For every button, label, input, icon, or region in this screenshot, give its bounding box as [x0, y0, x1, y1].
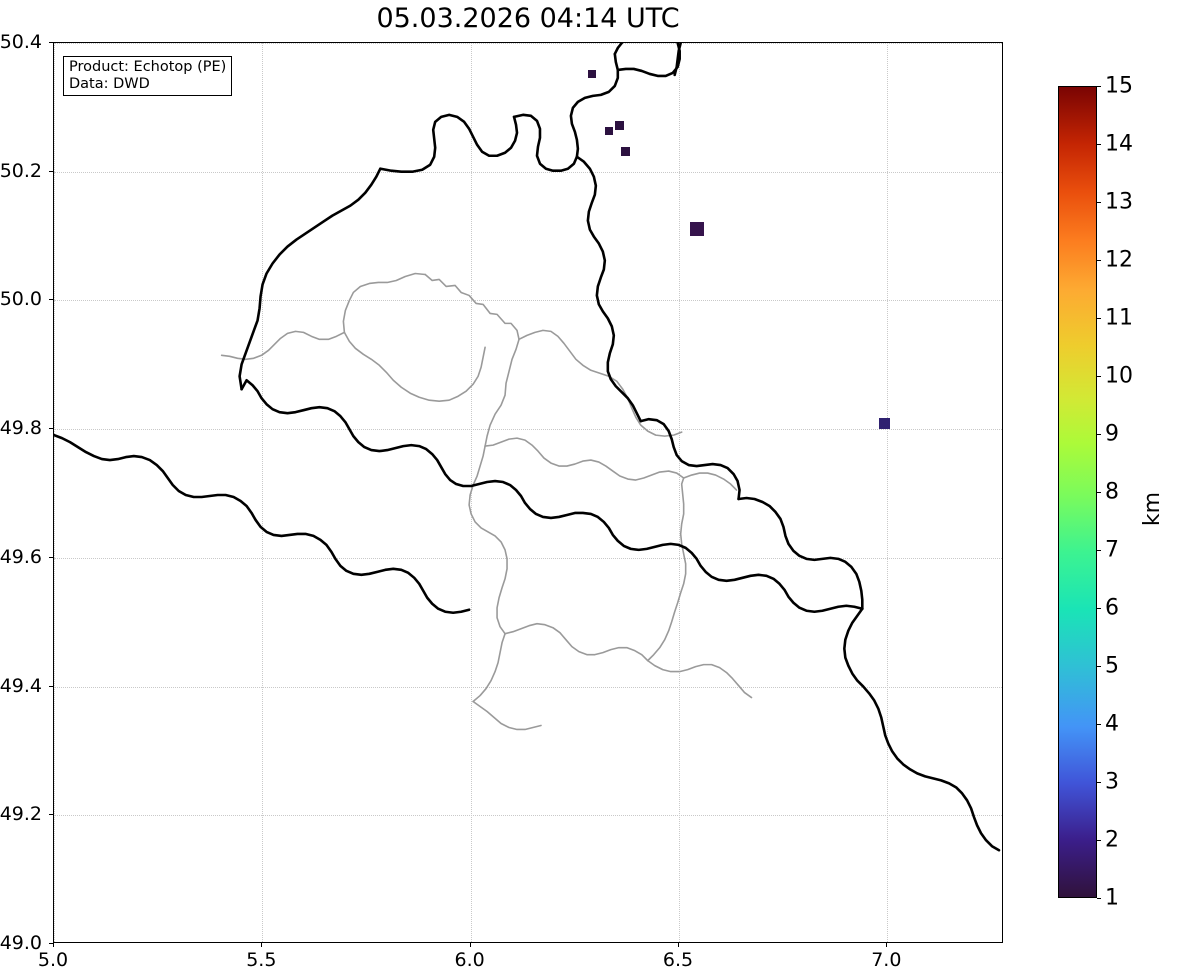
colorbar-tick-label: 7: [1105, 537, 1119, 563]
colorbar-tick: [1097, 318, 1101, 319]
colorbar-tick-label: 11: [1105, 305, 1133, 331]
y-axis-tick: [49, 428, 53, 430]
y-axis-tick-label: 50.2: [0, 159, 42, 182]
colorbar-tick-label: 5: [1105, 653, 1119, 679]
x-axis-tick-label: 5.0: [37, 949, 69, 971]
y-axis-tick-label: 49.2: [0, 803, 42, 826]
y-axis-tick-label: 49.0: [0, 932, 42, 954]
y-axis-tick: [49, 685, 53, 687]
y-axis-tick-label: 49.6: [0, 545, 42, 568]
echo-data-point: [621, 147, 631, 157]
colorbar-tick-label: 6: [1105, 595, 1119, 621]
x-axis-tick: [261, 943, 263, 947]
colorbar-gradient: [1058, 86, 1097, 898]
y-axis-tick: [49, 170, 53, 172]
regional-borders: [54, 43, 682, 615]
x-axis-tick-label: 6.0: [454, 949, 485, 971]
product-info-box: Product: Echotop (PE) Data: DWD: [63, 56, 233, 96]
y-axis-tick-label: 50.0: [0, 288, 42, 311]
x-axis-tick-label: 5.5: [246, 949, 277, 971]
echo-data-point: [588, 69, 597, 78]
district-boundaries: [220, 272, 753, 731]
map-plot-area[interactable]: Product: Echotop (PE) Data: DWD: [53, 42, 1003, 943]
colorbar-axis-label: km: [1140, 492, 1165, 527]
colorbar-tick: [1097, 840, 1101, 841]
colorbar-tick: [1097, 550, 1101, 551]
colorbar-tick: [1097, 144, 1101, 145]
y-axis-tick-label: 49.8: [0, 417, 42, 440]
colorbar-tick-label: 1: [1105, 885, 1119, 911]
colorbar-tick: [1097, 898, 1101, 899]
echo-data-point: [878, 418, 890, 430]
colorbar-tick: [1097, 724, 1101, 725]
colorbar[interactable]: 1 2 3 4 5 6 7 8 9 10 11 12 13 14 15: [1058, 74, 1133, 911]
colorbar-tick-label: 12: [1105, 247, 1133, 273]
y-axis-tick-label: 50.4: [0, 31, 42, 53]
x-axis-tick-label: 6.5: [662, 949, 694, 971]
colorbar-tick: [1097, 608, 1101, 609]
colorbar-tick-label: 13: [1105, 189, 1133, 215]
colorbar-tick-label: 8: [1105, 479, 1119, 505]
colorbar-tick-label: 3: [1105, 769, 1119, 795]
y-axis-tick: [49, 814, 53, 816]
x-axis-tick: [469, 943, 471, 947]
colorbar-tick: [1097, 260, 1101, 261]
y-axis-tick-label: 49.4: [0, 674, 42, 697]
y-axis-tick: [49, 42, 53, 43]
y-axis-tick: [49, 556, 53, 558]
colorbar-tick-label: 2: [1105, 827, 1119, 853]
x-axis-tick: [53, 943, 54, 947]
x-axis-tick-label: 7.0: [871, 949, 902, 971]
colorbar-tick-label: 15: [1105, 73, 1133, 99]
info-data-line: Data: DWD: [69, 75, 150, 92]
echo-data-point: [605, 127, 614, 136]
echo-data-point: [689, 221, 704, 236]
echo-data-point: [614, 120, 624, 130]
colorbar-tick: [1097, 782, 1101, 783]
colorbar-tick: [1097, 666, 1101, 667]
map-outlines: [54, 43, 1001, 852]
colorbar-tick: [1097, 376, 1101, 377]
country-border-luxembourg: [238, 43, 1001, 852]
x-axis-tick: [678, 943, 679, 947]
colorbar-tick: [1097, 202, 1101, 203]
colorbar-tick: [1097, 86, 1101, 87]
colorbar-tick-label: 9: [1105, 421, 1119, 447]
colorbar-tick-label: 10: [1105, 363, 1133, 389]
colorbar-tick-label: 4: [1105, 711, 1119, 737]
x-axis-tick: [886, 943, 888, 947]
y-axis-tick: [49, 299, 53, 301]
info-product-line: Product: Echotop (PE): [69, 59, 227, 75]
colorbar-tick: [1097, 492, 1101, 493]
colorbar-tick: [1097, 434, 1101, 435]
y-axis-tick: [49, 943, 53, 944]
colorbar-tick-label: 14: [1105, 131, 1133, 157]
page-title: 05.03.2026 04:14 UTC: [376, 3, 680, 34]
